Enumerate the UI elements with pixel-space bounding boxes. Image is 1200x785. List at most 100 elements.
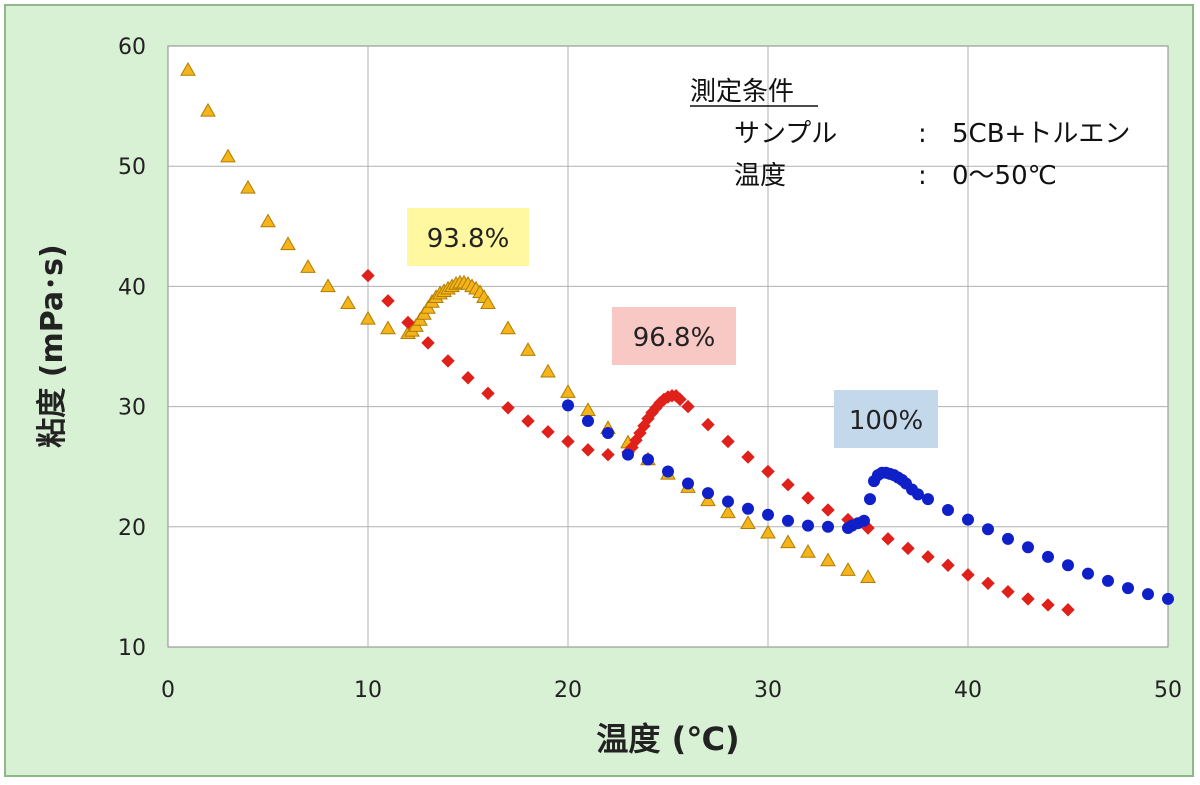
data-point xyxy=(1002,532,1014,545)
temperature-label: 温度 xyxy=(734,161,786,191)
data-point xyxy=(361,268,375,283)
data-point xyxy=(961,568,975,582)
data-point xyxy=(701,417,715,432)
data-point xyxy=(821,503,835,517)
y-axis-label: 粘度 (mPa･s) xyxy=(35,244,70,447)
data-point xyxy=(780,534,796,549)
data-point xyxy=(1061,603,1075,617)
data-point xyxy=(782,514,794,527)
data-point xyxy=(802,519,814,532)
data-point xyxy=(541,425,555,439)
data-point xyxy=(220,148,236,163)
series-circle xyxy=(562,399,1174,605)
data-point xyxy=(740,515,756,529)
data-point xyxy=(912,488,924,501)
data-point xyxy=(922,493,934,506)
data-point xyxy=(860,569,876,584)
data-point xyxy=(461,371,475,385)
y-tick-label: 10 xyxy=(118,636,146,661)
y-tick-label: 30 xyxy=(118,396,146,421)
data-point xyxy=(1102,574,1114,587)
data-point xyxy=(881,532,895,546)
data-point xyxy=(340,295,356,309)
data-point xyxy=(260,213,276,228)
data-point xyxy=(200,102,216,117)
data-point xyxy=(942,503,954,516)
data-point xyxy=(561,434,575,449)
series-label-96-8-bg xyxy=(612,307,736,365)
series-label-93-8-bg xyxy=(407,208,529,266)
x-axis-label: 温度 (℃) xyxy=(596,720,739,758)
grid xyxy=(168,46,1168,647)
data-point xyxy=(280,236,296,251)
ticks: 0 10 20 30 40 50 10 20 30 40 50 60 xyxy=(118,35,1182,703)
data-point xyxy=(702,487,714,500)
data-point xyxy=(762,508,774,521)
series-label-100-bg xyxy=(834,390,938,448)
data-point xyxy=(401,315,415,330)
temperature-value: 0〜50℃ xyxy=(952,161,1057,191)
data-point xyxy=(501,401,515,415)
sample-sep: : xyxy=(918,119,927,149)
data-point xyxy=(982,523,994,536)
y-tick-label: 50 xyxy=(118,155,146,180)
data-point xyxy=(1122,582,1134,595)
data-point xyxy=(962,513,974,526)
data-point xyxy=(1041,598,1055,612)
x-tick-label: 10 xyxy=(354,678,382,703)
data-point xyxy=(760,524,776,539)
data-point xyxy=(761,464,775,479)
data-point xyxy=(380,320,396,335)
conditions-box: 測定条件 サンプル : 5CB+トルエン 温度 : 0〜50℃ xyxy=(690,77,1130,191)
x-tick-label: 40 xyxy=(954,678,982,703)
data-point xyxy=(700,492,716,507)
data-point xyxy=(500,320,516,335)
data-point xyxy=(1042,550,1054,563)
marks xyxy=(180,62,1174,617)
temperature-sep: : xyxy=(918,161,927,191)
data-point xyxy=(682,477,694,490)
data-point xyxy=(673,392,687,407)
data-point xyxy=(481,386,495,401)
data-point xyxy=(540,363,556,378)
data-point xyxy=(801,491,815,505)
data-point xyxy=(1062,559,1074,572)
series-label-93-8-text: 93.8% xyxy=(427,224,510,254)
data-point xyxy=(1022,541,1034,554)
data-point xyxy=(560,384,576,398)
data-point xyxy=(781,478,795,492)
data-point xyxy=(441,354,455,368)
data-point xyxy=(722,495,734,508)
x-tick-label: 20 xyxy=(554,678,582,703)
x-tick-label: 0 xyxy=(161,678,175,703)
data-point xyxy=(1142,588,1154,601)
x-tick-label: 30 xyxy=(754,678,782,703)
data-point xyxy=(521,414,535,428)
series-triangle xyxy=(180,62,876,584)
data-point xyxy=(741,450,755,464)
data-point xyxy=(240,179,256,194)
data-point xyxy=(981,576,995,591)
data-point xyxy=(622,448,634,461)
data-point xyxy=(662,465,674,478)
data-point xyxy=(381,294,395,308)
x-tick-label: 50 xyxy=(1154,678,1182,703)
conditions-heading: 測定条件 xyxy=(690,77,794,107)
data-point xyxy=(602,427,614,440)
data-point xyxy=(601,447,615,462)
data-point xyxy=(360,310,376,325)
series-diamond xyxy=(361,268,1075,617)
data-point xyxy=(300,259,316,273)
data-point xyxy=(562,399,574,412)
data-point xyxy=(581,443,595,457)
data-point xyxy=(921,550,935,564)
sample-value: 5CB+トルエン xyxy=(952,119,1130,149)
series-label-96-8: 96.8% xyxy=(612,307,736,365)
data-point xyxy=(820,552,836,567)
data-point xyxy=(642,453,654,466)
y-tick-label: 20 xyxy=(118,516,146,541)
data-point xyxy=(1021,592,1035,606)
data-point xyxy=(1082,567,1094,580)
series-label-93-8: 93.8% xyxy=(407,208,529,266)
